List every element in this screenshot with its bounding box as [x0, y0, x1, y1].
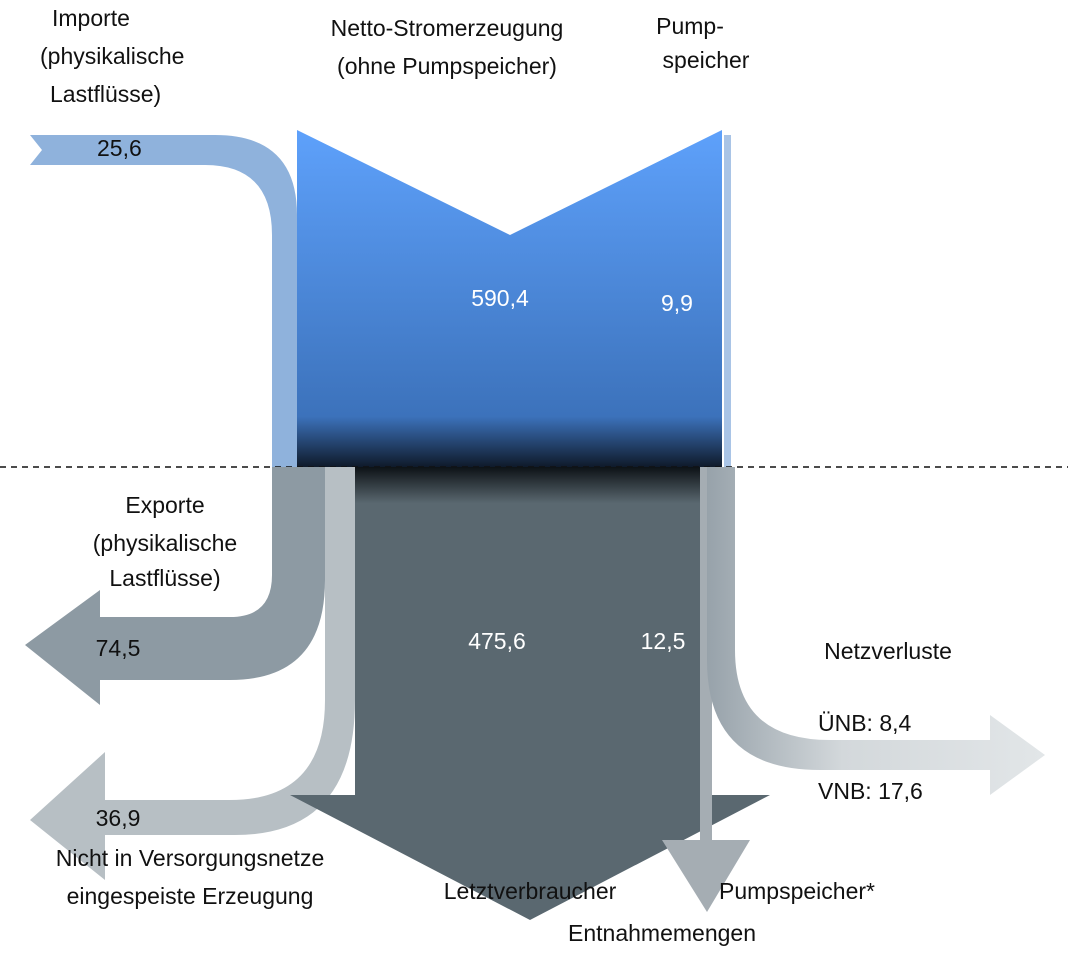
- value: VNB: 17,6: [818, 778, 923, 804]
- label: Pumpspeicher*: [719, 878, 875, 904]
- imports-flow: [30, 135, 297, 467]
- label: Entnahmemengen: [568, 920, 756, 946]
- label: Exporte: [125, 492, 204, 518]
- final-consumers-flow: [290, 467, 770, 920]
- value: 590,4: [471, 285, 529, 311]
- label: (physikalische: [40, 43, 184, 69]
- value: 36,9: [96, 805, 141, 831]
- value: 12,5: [641, 628, 686, 654]
- not-fed-in-flow: [30, 467, 355, 880]
- label: Netzverluste: [824, 638, 952, 664]
- label: Lastflüsse): [50, 81, 161, 107]
- label: (physikalische: [93, 530, 237, 556]
- label: (ohne Pumpspeicher): [337, 53, 557, 79]
- grid-losses-flow: [707, 467, 1045, 795]
- value: 25,6: [97, 135, 142, 161]
- generation-flow: [297, 130, 722, 467]
- value: 74,5: [96, 635, 141, 661]
- label: Lastflüsse): [109, 565, 220, 591]
- value: ÜNB: 8,4: [818, 710, 912, 736]
- label: Nicht in Versorgungsnetze: [56, 845, 325, 871]
- label: Pump-: [656, 13, 724, 39]
- value: 9,9: [661, 290, 693, 316]
- value: 475,6: [468, 628, 526, 654]
- pumped-storage-in-flow: [724, 135, 731, 467]
- label: Netto-Stromerzeugung: [331, 15, 564, 41]
- label: speicher: [663, 47, 750, 73]
- exports-flow: [25, 467, 325, 705]
- pumped-storage-out-flow: [662, 467, 750, 912]
- label: Importe: [52, 5, 130, 31]
- label: Letztverbraucher: [444, 878, 617, 904]
- label: eingespeiste Erzeugung: [67, 883, 314, 909]
